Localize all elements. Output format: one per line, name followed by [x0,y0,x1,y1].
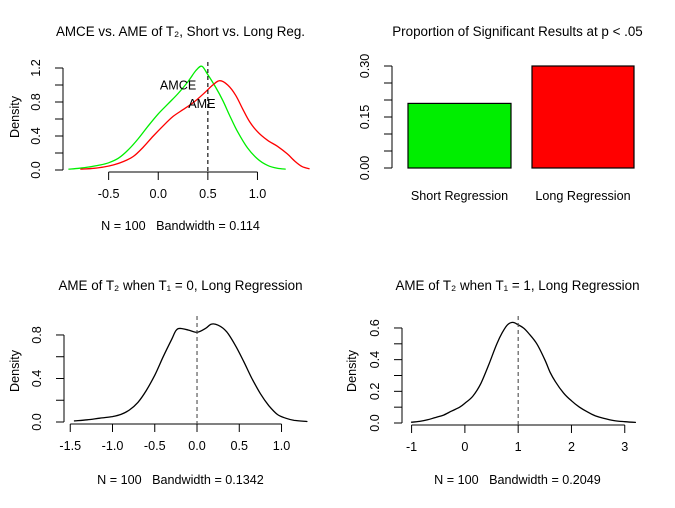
y-tick-label: 0.0 [30,413,44,431]
x-tick-label: 0.5 [199,187,217,201]
density-curve-ame-t1-1 [410,321,637,424]
x-tick-label: -1.5 [59,439,81,453]
bar-long-regression [531,65,635,169]
x-tick-label: 0.0 [149,187,167,201]
panel-amce-vs-ame: AMCE vs. AME of T₂, Short vs. Long Reg. … [0,0,337,254]
y-tick-label: 0.8 [30,326,44,344]
y-axis [384,65,393,169]
plot-caption: N = 100 Bandwidth = 0.114 [101,219,260,233]
x-tick-label: 0.0 [188,439,206,453]
density-curve-ame [80,80,310,170]
y-tick-label: 0.6 [368,319,382,337]
density-curve-amce [68,65,286,170]
y-tick-label: 0.0 [368,414,382,432]
panel-ame-t1-0: AME of T₂ when T₁ = 0, Long Regression D… [0,254,337,508]
y-tick-label: 0.00 [358,156,372,181]
y-tick-label: 0.2 [368,383,382,401]
bar-category-label: Long Regression [535,189,630,203]
y-tick-label: 1.2 [29,59,43,77]
bar-plot-svg: 0.00 0.15 0.30 Short Regression Long Regress… [358,54,635,203]
x-tick-label: 0 [461,440,468,454]
x-tick-label: -1 [406,440,417,454]
y-axis [55,67,64,171]
y-tick-label: 0.4 [30,370,44,388]
panel-title: Proportion of Significant Results at p <… [392,24,643,39]
x-tick-label: -0.5 [98,187,120,201]
curve-label-amce: AMCE [160,78,196,92]
x-tick-label: 2 [568,440,575,454]
density-plot-svg: 0.0 0.4 0.8 1.2 -0.5 0.0 0.5 1.0 AMCE AME [29,59,310,201]
x-axis [411,424,626,433]
panel-title: AME of T₂ when T₁ = 0, Long Regression [58,278,303,293]
y-axis [394,327,403,424]
y-tick-label: 0.0 [29,161,43,179]
x-tick-label: 1.0 [273,439,291,453]
y-tick-label: 0.8 [29,93,43,111]
x-axis [108,171,258,180]
density-plot-svg: 0.0 0.4 0.8 -1.5 -1.0 -0.5 0.0 0.5 1.0 [30,316,308,453]
plot-caption: N = 100 Bandwidth = 0.1342 [97,473,264,487]
x-tick-label: 3 [621,440,628,454]
y-tick-label: 0.30 [358,54,372,79]
x-tick-label: 1.0 [249,187,267,201]
curve-label-ame: AME [188,97,215,111]
y-tick-label: 0.4 [368,351,382,369]
y-axis [56,334,65,423]
plot-caption: N = 100 Bandwidth = 0.2049 [434,473,601,487]
y-tick-label: 0.15 [358,105,372,130]
bar-short-regression [407,102,512,169]
density-curve-ame-t1-0 [73,323,308,423]
x-tick-label: -0.5 [144,439,166,453]
panel-significant-results: Proportion of Significant Results at p <… [337,0,674,254]
panel-title: AMCE vs. AME of T₂, Short vs. Long Reg. [55,24,306,39]
density-plot-svg: 0.0 0.2 0.4 0.6 -1 0 1 2 3 [368,316,637,454]
x-tick-label: -1.0 [102,439,124,453]
x-tick-label: 1 [515,440,522,454]
bar-category-label: Short Regression [411,189,508,203]
x-tick-label: 0.5 [231,439,249,453]
x-axis [69,423,283,432]
panel-ame-t1-1: AME of T₂ when T₁ = 1, Long Regression D… [337,254,674,508]
y-tick-label: 0.4 [29,127,43,145]
panel-title: AME of T₂ when T₁ = 1, Long Regression [395,278,640,293]
